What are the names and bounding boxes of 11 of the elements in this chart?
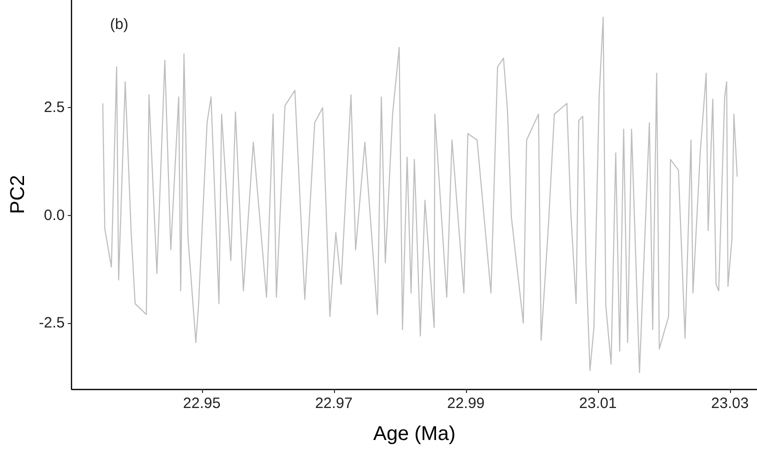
- y-tick-label: -2.5: [38, 314, 65, 332]
- x-tick-label: 22.97: [315, 395, 353, 412]
- y-axis-title: PC2: [7, 175, 29, 214]
- y-tick-label: 2.5: [44, 99, 65, 116]
- x-tick-label: 22.99: [447, 395, 485, 412]
- x-axis-title: Age (Ma): [373, 423, 456, 445]
- x-tick-label: 23.01: [579, 395, 617, 412]
- annotation: (b): [110, 16, 128, 33]
- x-tick-label: 22.95: [183, 395, 221, 412]
- y-tick-label: 0.0: [44, 206, 65, 224]
- x-tick-label: 23.03: [711, 395, 749, 412]
